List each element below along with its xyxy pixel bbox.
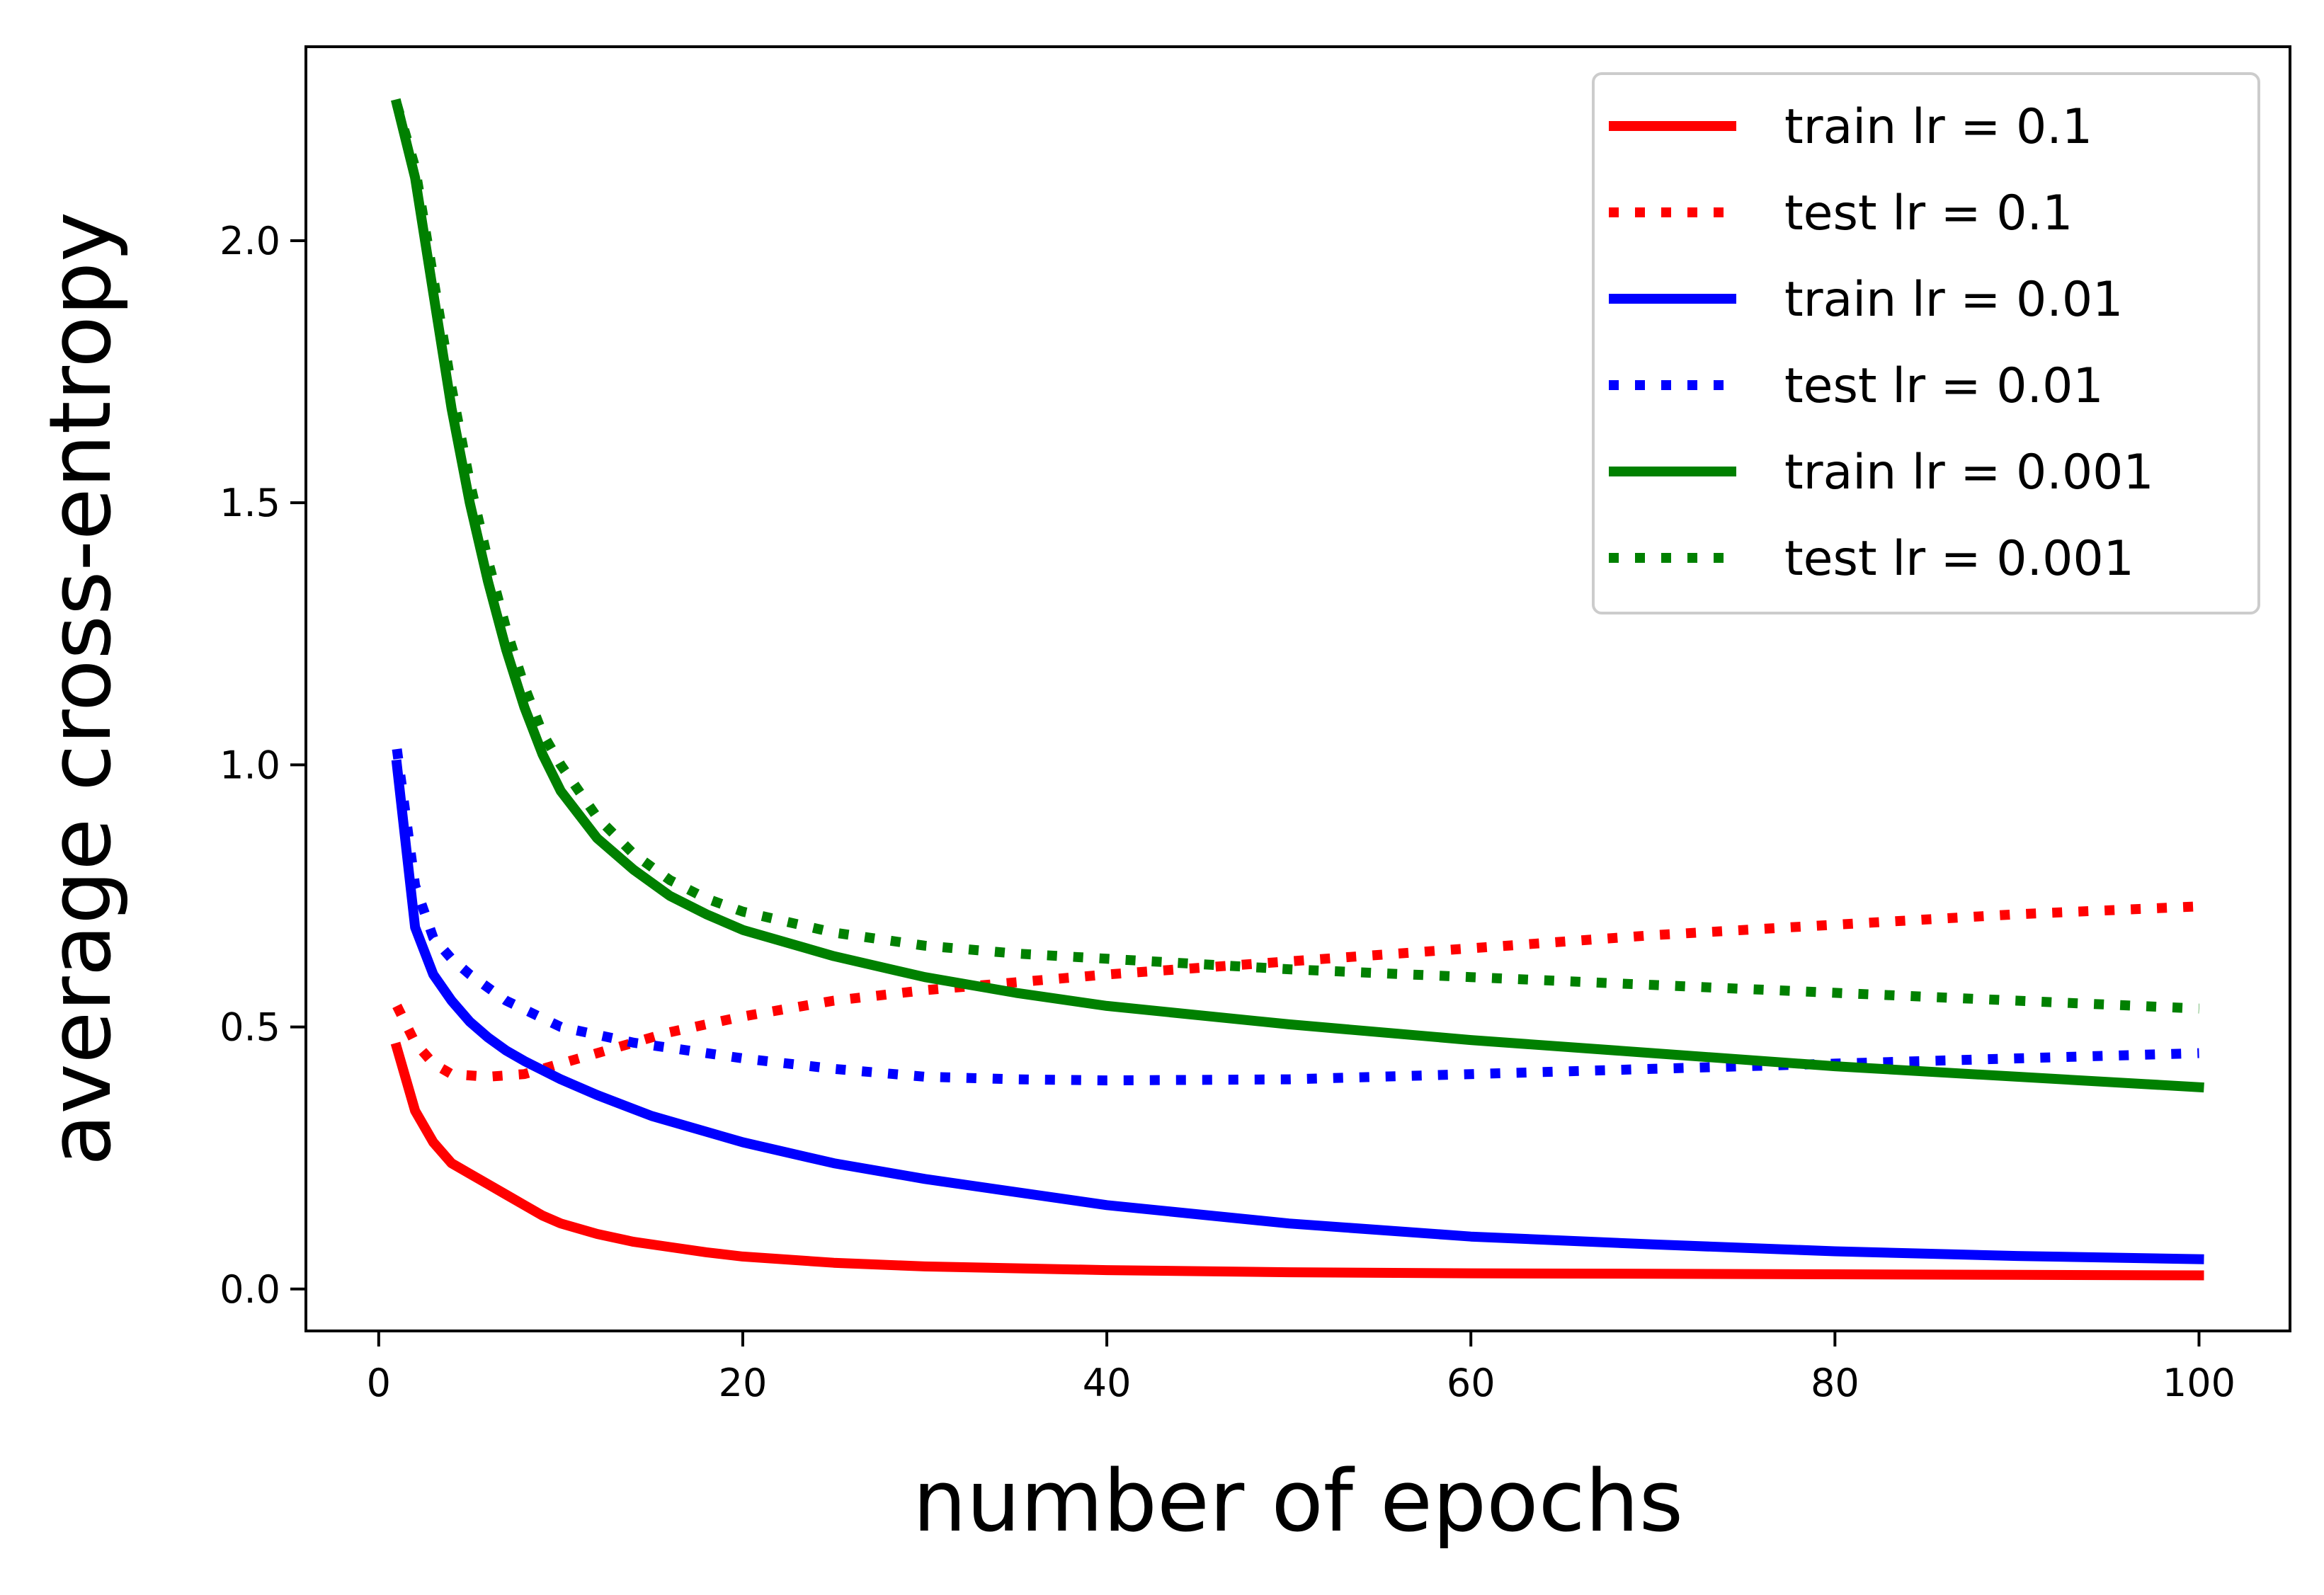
series-line-train-lr-0-01 [391, 759, 2204, 1264]
y-tick-label: 1.5 [220, 481, 280, 525]
x-axis-label: number of epochs [913, 1453, 1683, 1551]
axes-frame [304, 45, 2291, 1332]
y-tick-label: 0.0 [220, 1267, 280, 1312]
plot-area [390, 98, 2204, 1281]
legend-label: train lr = 0.1 [1784, 99, 2092, 155]
x-tick-label: 100 [2163, 1361, 2235, 1405]
series-line-test-lr-0-001 [392, 103, 2199, 1014]
legend-label: train lr = 0.001 [1784, 445, 2154, 501]
x-axis: 0 20 40 60 80 100 [367, 1331, 2235, 1405]
legend-label: train lr = 0.01 [1784, 272, 2123, 328]
legend: train lr = 0.1 test lr = 0.1 train lr = 0.… [1592, 72, 2260, 614]
y-axis-label: average cross-entropy [32, 212, 130, 1166]
x-tick-label: 80 [1811, 1361, 1859, 1405]
y-axis: 0.0 0.5 1.0 1.5 2.0 [220, 219, 306, 1312]
series-line-test-lr-0-01 [392, 748, 2199, 1086]
legend-box [1592, 72, 2260, 614]
y-tick-label: 0.5 [220, 1005, 280, 1050]
x-tick-label: 20 [719, 1361, 768, 1405]
x-tick-label: 60 [1447, 1361, 1496, 1405]
series-line-train-lr-0-001 [391, 98, 2204, 1093]
legend-label: test lr = 0.1 [1784, 185, 2073, 241]
x-tick-label: 0 [367, 1361, 391, 1405]
legend-label: test lr = 0.01 [1784, 358, 2104, 414]
y-tick-label: 1.0 [220, 743, 280, 787]
legend-label: test lr = 0.001 [1784, 531, 2134, 587]
y-tick-label: 2.0 [220, 219, 280, 263]
series-line-train-lr-0-1 [390, 1041, 2204, 1281]
x-tick-label: 40 [1083, 1361, 1132, 1405]
